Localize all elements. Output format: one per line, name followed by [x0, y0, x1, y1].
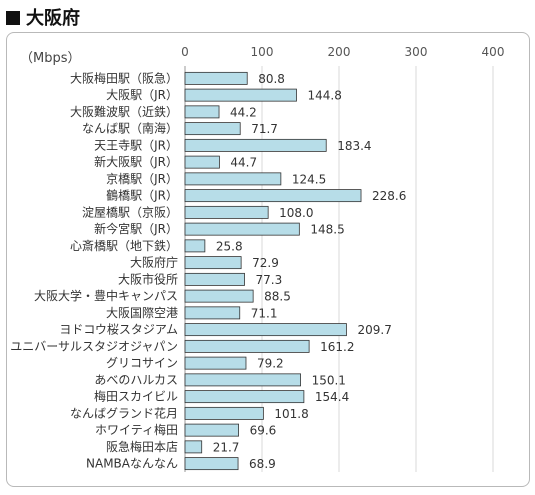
data-label: 228.6 — [372, 189, 406, 203]
category-label: 大阪駅（JR） — [106, 88, 178, 102]
category-label: ヨドコウ桜スタジアム — [59, 323, 178, 337]
data-label: 150.1 — [312, 373, 346, 387]
x-tick-label: 100 — [251, 45, 274, 59]
category-labels: 大阪梅田駅（阪急） 大阪駅（JR） 大阪難波駅（近鉄） なんば駅（南海） 天王寺駅（JR… — [10, 70, 178, 470]
category-label: 心斎橋駅（地下鉄） — [70, 238, 178, 253]
category-label: 阪急梅田本店 — [106, 439, 178, 454]
data-label: 71.1 — [251, 306, 278, 320]
page-title: 大阪府 — [6, 4, 80, 30]
category-label: 大阪難波駅（近鉄） — [70, 104, 178, 119]
bar — [184, 440, 203, 454]
data-labels: 80.8 144.8 44.2 71.7 183.4 44.7 124.5 228.6 108.… — [213, 72, 407, 471]
category-label: ユニバーサルスタジオジャパン — [10, 339, 178, 353]
bar — [184, 189, 362, 203]
bar — [184, 339, 310, 353]
category-label: 新今宮駅（JR） — [94, 221, 178, 236]
category-label: 天王寺駅（JR） — [94, 138, 178, 152]
category-label: 大阪市役所 — [118, 271, 178, 286]
x-tick-labels: 0 100 200 300 400 — [181, 45, 504, 59]
title-square-icon — [6, 11, 20, 25]
bar — [184, 239, 206, 253]
bar — [184, 356, 247, 370]
chart-frame — [6, 32, 530, 487]
bar — [184, 205, 269, 219]
data-label: 108.0 — [279, 206, 313, 220]
data-label: 68.9 — [249, 457, 276, 471]
data-label: 154.4 — [315, 390, 349, 404]
bar — [184, 423, 239, 437]
data-label: 79.2 — [257, 357, 284, 371]
data-label: 77.3 — [256, 273, 283, 287]
category-label: ホワイティ梅田 — [95, 422, 178, 437]
x-tick-label: 400 — [482, 45, 505, 59]
category-label: グリコサイン — [106, 356, 178, 370]
x-tick-label: 300 — [405, 45, 428, 59]
bar — [184, 88, 297, 102]
bar — [184, 373, 301, 387]
x-tick-label: 0 — [181, 45, 189, 59]
bar — [184, 172, 282, 186]
category-label: 大阪国際空港 — [106, 306, 178, 320]
data-label: 80.8 — [258, 72, 285, 86]
category-label: 大阪梅田駅（阪急） — [70, 70, 178, 85]
bar — [184, 105, 220, 119]
category-label: 鶴橋駅（JR） — [106, 188, 178, 203]
data-label: 183.4 — [337, 139, 371, 153]
data-label: 161.2 — [320, 340, 354, 354]
data-label: 88.5 — [264, 290, 291, 304]
bar — [184, 323, 347, 337]
bars — [184, 71, 362, 471]
bar — [184, 122, 241, 136]
data-label: 25.8 — [216, 239, 243, 253]
bar — [184, 272, 245, 286]
category-label: 梅田スカイビル — [94, 389, 178, 404]
category-label: 新大阪駅（JR） — [94, 154, 178, 169]
bar — [184, 390, 305, 404]
category-label: あべのハルカス — [94, 373, 178, 387]
bar — [184, 457, 239, 471]
category-label: 大阪府庁 — [130, 255, 178, 270]
bar — [184, 222, 300, 236]
category-label: NAMBAなんなん — [86, 457, 178, 471]
data-label: 144.8 — [307, 89, 341, 103]
data-label: 44.2 — [230, 105, 257, 119]
bar — [184, 289, 254, 303]
bar — [184, 138, 327, 152]
bar — [184, 155, 220, 169]
data-label: 209.7 — [357, 323, 391, 337]
unit-label: （Mbps） — [20, 51, 81, 66]
data-label: 44.7 — [230, 156, 257, 170]
bar — [184, 256, 242, 270]
data-label: 148.5 — [310, 223, 344, 237]
bar — [184, 306, 241, 320]
category-label: なんば駅（南海） — [82, 121, 178, 136]
page-title-text: 大阪府 — [26, 8, 80, 29]
data-label: 72.9 — [252, 256, 279, 270]
data-label: 71.7 — [251, 122, 278, 136]
bar — [184, 71, 248, 85]
data-label: 69.6 — [250, 424, 277, 438]
category-label: 京橋駅（JR） — [106, 172, 178, 186]
x-tick-label: 200 — [328, 45, 351, 59]
data-label: 21.7 — [213, 440, 240, 454]
data-label: 124.5 — [292, 172, 326, 186]
data-label: 101.8 — [274, 407, 308, 421]
category-label: 大阪大学・豊中キャンパス — [34, 288, 178, 303]
bar — [184, 406, 264, 420]
category-label: なんばグランド花月 — [70, 405, 178, 420]
category-label: 淀屋橋駅（京阪） — [82, 205, 178, 219]
